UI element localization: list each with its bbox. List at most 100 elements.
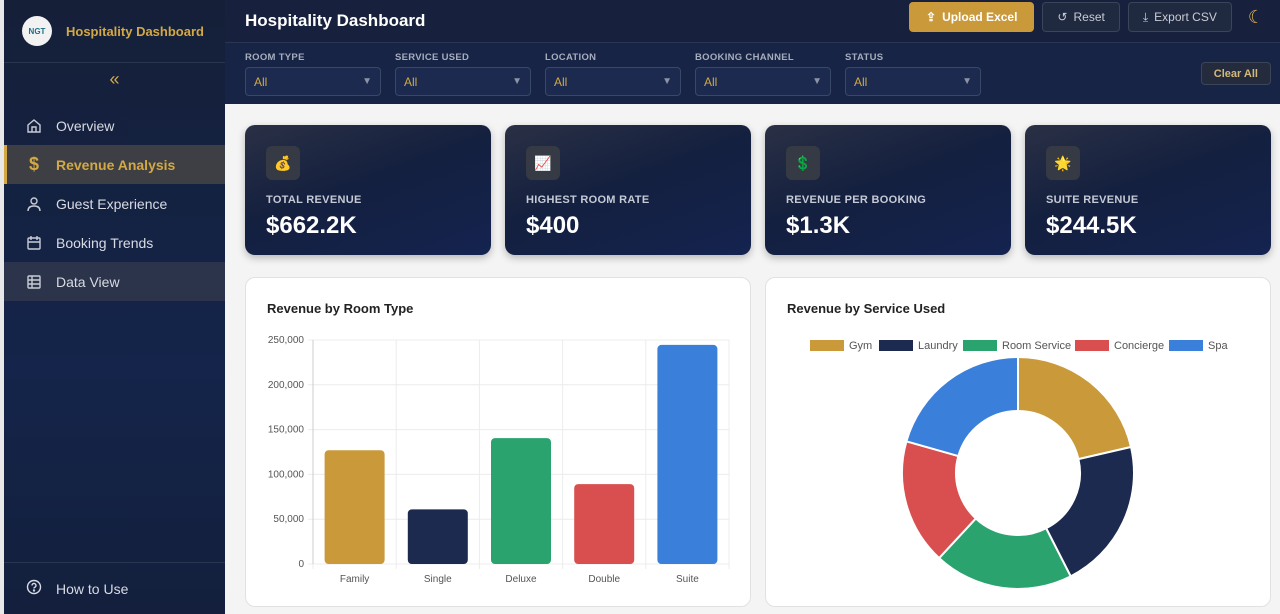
bar-deluxe [491,438,551,564]
filter-label: LOCATION [545,52,597,63]
reset-button[interactable]: ↺ Reset [1042,2,1120,32]
kpi-label: HIGHEST ROOM RATE [526,194,650,206]
collapse-sidebar-button[interactable]: « [109,68,120,89]
star-icon: 🌟 [1046,146,1080,180]
filter-service-used: SERVICE USED All ▼ [395,52,531,104]
chevron-down-icon: ▼ [662,76,672,87]
export-label: Export CSV [1154,10,1217,24]
x-tick-label: Family [340,574,369,585]
calendar-icon [24,235,44,251]
legend-label: Laundry [918,340,958,352]
filter-bar: ROOM TYPE All ▼ SERVICE USED All ▼ LOCATION A… [225,43,1280,104]
kpi-value: $400 [526,212,580,239]
reset-icon: ↺ [1057,10,1068,24]
sidebar-item-overview[interactable]: Overview [4,106,225,145]
location-select[interactable]: All ▼ [545,67,681,96]
download-icon: ⤓ [1142,9,1149,24]
filter-label: ROOM TYPE [245,52,305,63]
moon-icon[interactable]: ☾ [1247,6,1264,27]
sidebar-nav: Overview $ Revenue Analysis Guest Experie… [4,106,225,301]
bar-chart: 250,000 200,000 150,000 100,000 50,000 0 Famil… [268,335,730,585]
legend-swatch [879,340,913,351]
export-csv-button[interactable]: ⤓ Export CSV [1127,2,1232,32]
y-tick-label: 50,000 [273,514,304,525]
kpi-revenue-per-booking: 💲 REVENUE PER BOOKING $1.3K [765,125,1011,255]
sidebar-item-label: Data View [56,273,120,290]
legend-label: Concierge [1114,340,1164,352]
sidebar-item-data-view[interactable]: Data View [4,262,225,301]
bar-suite [657,344,718,564]
kpi-value: $1.3K [786,212,851,239]
user-icon [24,196,44,212]
chart-title: Revenue by Room Type [267,301,414,316]
filter-label: STATUS [845,52,884,63]
room-type-select[interactable]: All ▼ [245,67,381,96]
donut-chart: Gym Laundry Room Service Concierge Spa [810,340,1228,590]
sidebar-item-label: Guest Experience [56,195,168,212]
chevron-down-icon: ▼ [962,76,972,87]
top-header: Hospitality Dashboard ⇪ Upload Excel ↺ Res… [225,0,1280,43]
sidebar: NGT Hospitality Dashboard « Overview $ Re… [0,0,225,614]
x-tick-label: Suite [676,574,699,585]
how-to-use-link[interactable]: How to Use [4,562,225,614]
x-tick-label: Deluxe [505,574,537,585]
table-icon [24,274,44,290]
kpi-label: TOTAL REVENUE [266,194,362,206]
x-tick-label: Double [588,574,620,585]
select-value: All [854,74,868,89]
legend-label: Room Service [1002,340,1071,352]
sidebar-item-guest-experience[interactable]: Guest Experience [4,184,225,223]
filter-label: BOOKING CHANNEL [695,52,794,63]
y-tick-label: 150,000 [268,425,305,436]
kpi-label: SUITE REVENUE [1046,194,1139,206]
y-tick-label: 100,000 [268,469,305,480]
kpi-suite-revenue: 🌟 SUITE REVENUE $244.5K [1025,125,1271,255]
legend-label: Gym [849,340,872,352]
chevron-down-icon: ▼ [362,76,372,87]
dollar-icon: $ [28,154,39,174]
sidebar-item-label: Overview [56,117,115,134]
filter-status: STATUS All ▼ [845,52,981,104]
kpi-total-revenue: 💰 TOTAL REVENUE $662.2K [245,125,491,255]
y-tick-label: 200,000 [268,380,305,391]
select-value: All [554,74,568,89]
filter-room-type: ROOM TYPE All ▼ [245,52,381,104]
filter-location: LOCATION All ▼ [545,52,681,104]
legend-label: Spa [1208,340,1228,352]
bar-family [324,450,385,564]
dollar-sign-icon: 💲 [786,146,820,180]
sidebar-item-label: Booking Trends [56,234,154,251]
clear-all-button[interactable]: Clear All [1200,62,1271,85]
page-title: Hospitality Dashboard [245,11,426,30]
select-value: All [404,74,418,89]
chart-title: Revenue by Service Used [787,301,946,316]
chart-up-icon: 📈 [526,146,560,180]
bar-double [574,484,635,564]
x-tick-label: Single [424,574,452,585]
sidebar-item-label: Revenue Analysis [56,156,176,173]
filter-label: SERVICE USED [395,52,470,63]
brand: NGT Hospitality Dashboard [4,0,225,63]
logo: NGT [22,16,52,46]
bar-single [407,509,468,564]
upload-excel-button[interactable]: ⇪ Upload Excel [909,2,1035,32]
slice-laundry [1044,445,1135,578]
service-used-select[interactable]: All ▼ [395,67,531,96]
upload-label: Upload Excel [942,10,1018,24]
home-icon [24,118,44,134]
sidebar-item-revenue-analysis[interactable]: $ Revenue Analysis [4,145,225,184]
sidebar-item-booking-trends[interactable]: Booking Trends [4,223,225,262]
filter-booking-channel: BOOKING CHANNEL All ▼ [695,52,831,104]
y-tick-label: 250,000 [268,335,305,346]
reset-label: Reset [1073,10,1105,24]
kpi-value: $244.5K [1046,212,1137,239]
legend-swatch [810,340,844,351]
revenue-by-service-panel: Revenue by Service Used Gym Laundry Room S… [765,277,1271,607]
status-select[interactable]: All ▼ [845,67,981,96]
slice-spa [905,355,1019,458]
y-tick-label: 0 [298,559,304,570]
booking-channel-select[interactable]: All ▼ [695,67,831,96]
chevron-down-icon: ▼ [812,76,822,87]
kpi-highest-room-rate: 📈 HIGHEST ROOM RATE $400 [505,125,751,255]
chevron-down-icon: ▼ [512,76,522,87]
